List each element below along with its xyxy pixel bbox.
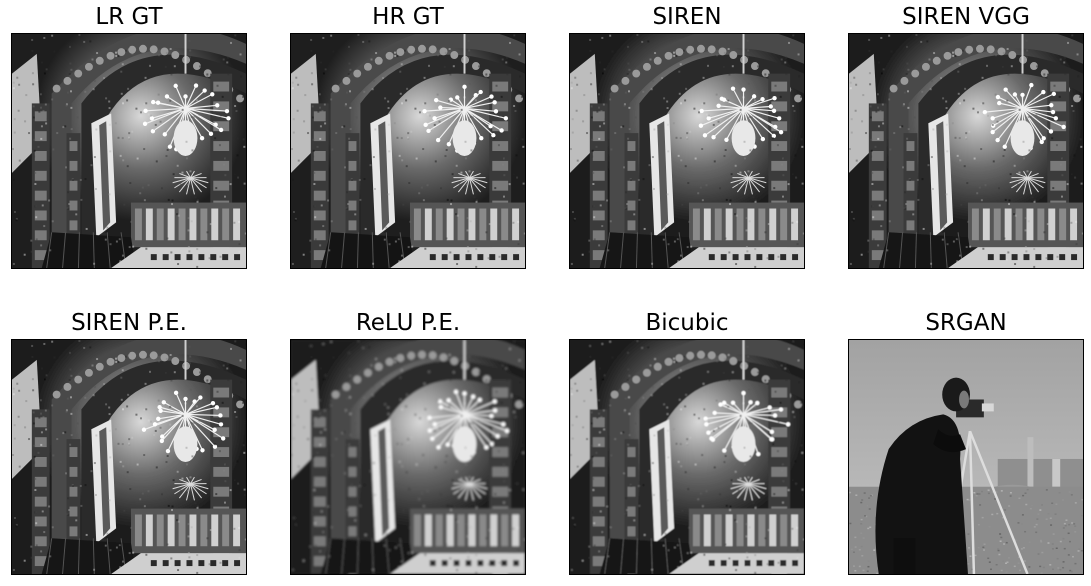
panel-title: SIREN <box>569 2 805 32</box>
church-image <box>569 339 805 575</box>
panel-title: SIREN VGG <box>848 2 1084 32</box>
church-image <box>11 33 247 269</box>
cameraman-image <box>848 339 1084 575</box>
panel-title: LR GT <box>11 2 247 32</box>
panel-title: SRGAN <box>848 308 1084 338</box>
panel-title: HR GT <box>290 2 526 32</box>
church-image <box>848 33 1084 269</box>
church-image-svg <box>12 340 246 574</box>
church-image-svg <box>291 34 525 268</box>
church-image-svg <box>12 34 246 268</box>
church-image <box>569 33 805 269</box>
church-image-svg <box>849 34 1083 268</box>
church-image <box>290 339 526 575</box>
cameraman-image-svg <box>849 340 1083 574</box>
panel-title: SIREN P.E. <box>11 308 247 338</box>
church-image-svg <box>291 340 525 574</box>
church-image <box>11 339 247 575</box>
church-image <box>290 33 526 269</box>
church-image-svg <box>570 340 804 574</box>
panel-title: ReLU P.E. <box>290 308 526 338</box>
panel-title: Bicubic <box>569 308 805 338</box>
church-image-svg <box>570 34 804 268</box>
